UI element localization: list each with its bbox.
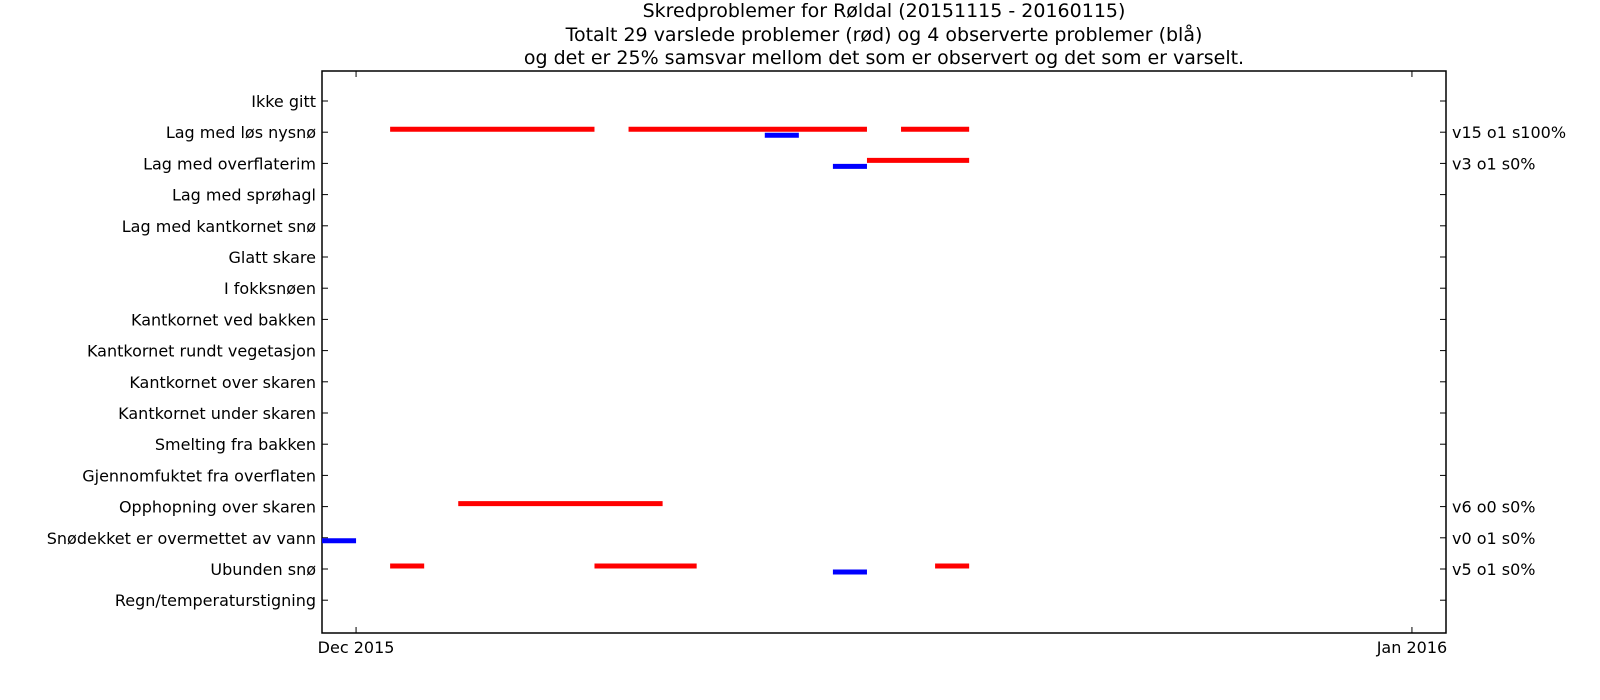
title-line: Totalt 29 varslede problemer (rød) og 4 … [565, 23, 1203, 46]
category-label: Ikke gitt [251, 92, 316, 111]
category-label: Lag med kantkornet snø [122, 217, 316, 236]
category-label: Lag med løs nysnø [166, 123, 316, 142]
stat-label: v15 o1 s100% [1452, 123, 1566, 142]
stat-label: v6 o0 s0% [1452, 498, 1536, 517]
category-label: Kantkornet under skaren [118, 404, 316, 423]
title-line: Skredproblemer for Røldal (20151115 - 20… [643, 0, 1126, 22]
category-label: Kantkornet rundt vegetasjon [87, 342, 316, 361]
plot-frame [321, 70, 1447, 634]
category-label: Regn/temperaturstigning [115, 591, 316, 610]
x-tick-label: Dec 2015 [318, 638, 395, 657]
category-label: Kantkornet ved bakken [131, 310, 316, 329]
category-label: Ubunden snø [210, 560, 316, 579]
category-label: Lag med sprøhagl [172, 186, 316, 205]
title-line: og det er 25% samsvar mellom det som er … [524, 47, 1244, 69]
plot-area [321, 70, 1447, 634]
category-labels: Ikke gitt Lag med løs nysnø Lag med overfl… [47, 92, 1446, 610]
chart-title: Skredproblemer for Røldal (20151115 - 20… [524, 0, 1244, 69]
category-label: Snødekket er overmettet av vann [47, 529, 316, 548]
category-label: I fokksnøen [224, 279, 316, 298]
x-axis-ticks: Dec 2015 Jan 2016 [318, 71, 1447, 657]
category-label: Smelting fra bakken [155, 435, 316, 454]
category-label: Opphopning over skaren [119, 498, 316, 517]
category-label: Glatt skare [229, 248, 316, 267]
stats-labels: v15 o1 s100% v3 o1 s0% v6 o0 s0% v0 o1 s0% v… [1452, 123, 1566, 579]
category-label: Lag med overflaterim [143, 154, 316, 173]
stat-label: v5 o1 s0% [1452, 560, 1536, 579]
category-label: Kantkornet over skaren [129, 373, 316, 392]
category-label: Gjennomfuktet fra overflaten [82, 466, 316, 485]
stat-label: v3 o1 s0% [1452, 154, 1536, 173]
stat-label: v0 o1 s0% [1452, 529, 1536, 548]
segments [322, 126, 970, 575]
x-tick-label: Jan 2016 [1376, 638, 1447, 657]
